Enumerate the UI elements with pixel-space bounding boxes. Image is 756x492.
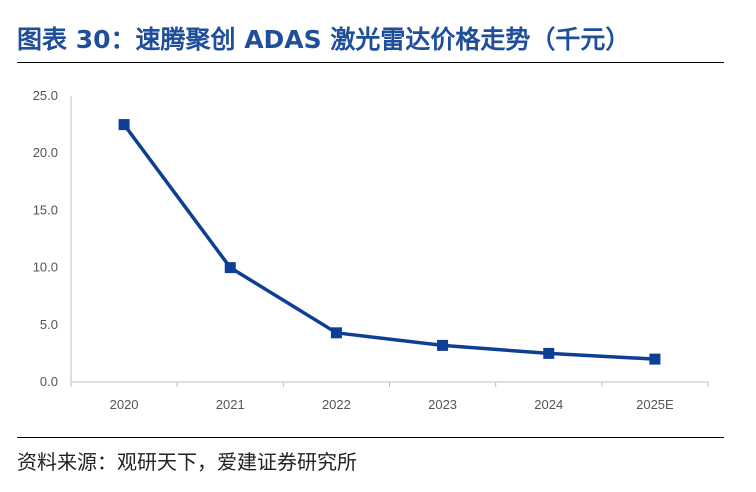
data-point-marker [330,327,342,339]
y-tick-label: 5.0 [40,317,58,332]
y-axis: 0.0 5.0 10.0 15.0 20.0 25.0 [33,88,72,389]
x-axis: 2020 2021 2022 2023 2024 2025E [70,381,709,412]
x-tick-label: 2024 [534,397,563,412]
source-divider [17,437,724,438]
data-point-marker [649,353,661,365]
x-tick-label: 2022 [322,397,351,412]
chart-title: 图表 30：速腾聚创 ADAS 激光雷达价格走势（千元） [17,25,631,54]
x-tick-label: 2021 [216,397,245,412]
line-chart: 0.05.010.015.020.025.0 2020 2021 2022 2023 2… [33,88,709,412]
source-note: 资料来源：观研天下，爱建证券研究所 [17,450,357,474]
y-tick-label: 0.0 [40,374,58,389]
y-tick-label: 15.0 [33,202,58,217]
data-point-marker [543,347,555,359]
x-tick-label: 2025E [636,397,674,412]
title-divider [17,62,724,63]
data-point-marker [224,262,236,274]
series-layer [118,119,661,365]
series-line [122,123,656,361]
data-point-marker [437,339,449,351]
x-tick-label: 2020 [110,397,139,412]
y-tick-label: 10.0 [33,260,58,275]
y-tick-label: 25.0 [33,88,58,103]
y-tick-label: 20.0 [33,145,58,160]
x-tick-label: 2023 [428,397,457,412]
data-point-marker [118,119,130,131]
